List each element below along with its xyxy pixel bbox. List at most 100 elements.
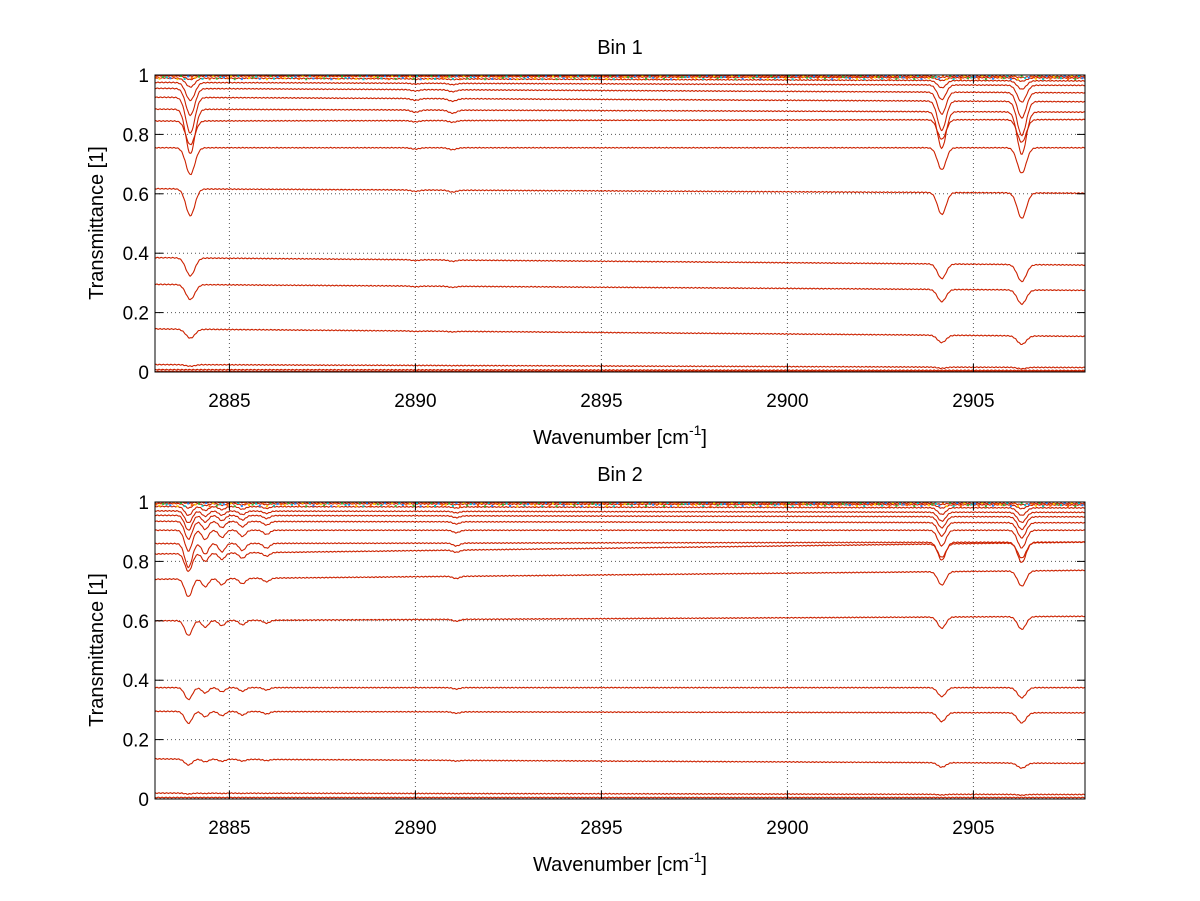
noise-dot <box>1002 504 1005 507</box>
noise-dot <box>845 76 848 79</box>
noise-dot <box>992 77 994 80</box>
noise-dot <box>487 75 490 77</box>
noise-dot <box>959 505 962 508</box>
noise-dot <box>505 502 508 505</box>
noise-dot <box>172 75 175 78</box>
noise-dot <box>834 75 837 77</box>
noise-dot <box>659 75 662 78</box>
noise-dot <box>834 502 837 504</box>
x-tick-label: 2905 <box>952 391 994 412</box>
noise-dot <box>158 77 161 80</box>
noise-dot <box>280 503 283 506</box>
series-line-s6 <box>154 520 1086 541</box>
noise-dot <box>548 77 551 80</box>
noise-dot <box>323 77 326 80</box>
noise-dot <box>770 75 773 78</box>
noise-dot <box>222 76 225 79</box>
noise-dot <box>780 75 783 78</box>
noise-dot <box>713 75 715 78</box>
noise-dot <box>981 75 984 77</box>
x-tick-label: 2900 <box>766 818 808 839</box>
noise-dot <box>806 503 808 506</box>
noise-dot <box>1020 502 1023 505</box>
noise-dot <box>952 78 955 81</box>
noise-dot <box>369 504 372 507</box>
noise-dot <box>1038 502 1041 504</box>
noise-dot <box>949 502 952 504</box>
noise-dot <box>684 76 687 79</box>
noise-dot <box>376 503 379 506</box>
y-tick-label: 0.6 <box>123 612 149 633</box>
noise-dot <box>222 503 225 506</box>
noise-dot <box>394 78 397 81</box>
noise-dot <box>848 504 851 507</box>
x-tick-label: 2900 <box>766 391 808 412</box>
noise-dot <box>169 77 172 80</box>
noise-dot <box>691 76 694 79</box>
noise-dot <box>662 504 665 507</box>
noise-dot <box>716 504 719 507</box>
noise-dot <box>351 75 354 78</box>
noise-dot <box>655 76 658 79</box>
noise-dot <box>162 502 165 505</box>
noise-dot <box>974 502 977 505</box>
noise-dot <box>823 504 826 507</box>
noise-dot <box>176 505 179 508</box>
noise-dot <box>630 77 633 80</box>
x-ticks: 2885 2890 2895 2900 2905 <box>208 75 995 412</box>
noise-dot <box>741 77 744 80</box>
noise-dot <box>527 76 529 79</box>
noise-dot <box>941 502 944 504</box>
noise-dot <box>913 505 916 508</box>
noise-dot <box>205 75 208 77</box>
noise-dot <box>405 503 408 506</box>
noise-dot <box>730 502 733 504</box>
noise-dot <box>312 504 315 507</box>
noise-dot <box>172 502 175 505</box>
noise-dot <box>333 502 336 504</box>
y-tick-label: 0.6 <box>123 185 149 206</box>
noise-dot <box>237 75 240 77</box>
noise-dot <box>634 75 637 77</box>
series-group <box>154 501 1086 799</box>
noise-dot <box>959 78 962 81</box>
noise-dot <box>627 503 630 506</box>
noise-dot <box>587 77 590 80</box>
noise-dot <box>358 502 361 504</box>
noise-dot <box>945 505 948 508</box>
noise-dot <box>1009 505 1012 508</box>
noise-dot <box>423 502 426 505</box>
noise-dot <box>412 504 415 507</box>
noise-dot <box>494 75 497 78</box>
x-tick-label: 2885 <box>208 391 250 412</box>
noise-dot <box>791 505 794 508</box>
noise-dot <box>1017 505 1020 508</box>
noise-dot <box>269 75 272 77</box>
noise-dot <box>201 77 204 80</box>
noise-dot <box>212 75 215 77</box>
noise-dot <box>913 78 916 81</box>
noise-dot <box>255 502 258 505</box>
noise-dot <box>798 77 801 80</box>
noise-dot <box>580 78 583 81</box>
noise-dot <box>702 505 705 508</box>
series-line-s5 <box>154 87 1086 119</box>
noise-dot <box>337 78 340 81</box>
noise-dot <box>902 76 905 79</box>
series-line-s16 <box>154 796 1085 799</box>
noise-dot <box>641 502 644 504</box>
noise-dot <box>780 502 783 505</box>
noise-dot <box>566 76 569 79</box>
noise-dot <box>480 75 483 78</box>
noise-dot <box>1049 504 1052 507</box>
noise-dot <box>1052 75 1055 78</box>
noise-dot <box>648 75 651 78</box>
noise-dot <box>290 76 293 79</box>
noise-dot <box>798 504 801 507</box>
noise-dot <box>230 502 233 505</box>
noise-dot <box>924 75 927 78</box>
noise-dot <box>881 504 884 507</box>
noise-dot <box>1067 78 1070 81</box>
noise-dot <box>441 76 444 79</box>
noise-dot <box>319 76 322 79</box>
